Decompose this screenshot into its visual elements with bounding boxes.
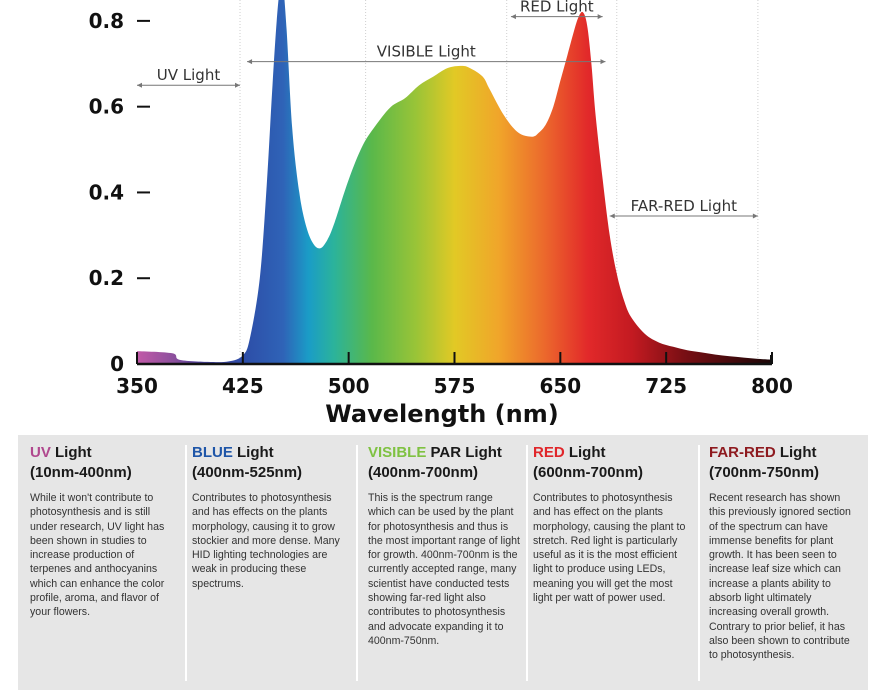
far-red-color-word: FAR-RED	[709, 444, 776, 461]
x-tick-label: 650	[539, 374, 581, 398]
far-red-column: FAR-RED Light (700nm-750nm) Recent resear…	[709, 443, 861, 683]
uv-column: UV Light (10nm-400nm) While it won't cont…	[30, 443, 184, 683]
far-red-range: (700nm-750nm)	[709, 464, 820, 481]
far-red-description: Recent research has shown this previousl…	[709, 492, 851, 662]
red-column: RED Light (600nm-700nm) Contributes to ph…	[533, 443, 697, 683]
info-panel: UV Light (10nm-400nm) While it won't cont…	[18, 435, 868, 690]
annotation-arrow-right	[597, 14, 603, 20]
y-tick-label: 0.2	[89, 266, 124, 290]
x-tick-label: 575	[434, 374, 476, 398]
blue-range: (400nm-525nm)	[192, 464, 303, 481]
y-axis-ticks: 0 0.2 0.4 0.6 0.8	[89, 9, 150, 376]
visible-column: VISIBLE PAR Light (400nm-700nm) This is t…	[368, 443, 526, 683]
y-tick-label: 0.6	[89, 95, 124, 119]
y-tick-label: 0.4	[89, 180, 124, 204]
annotation-arrow-left	[609, 213, 615, 219]
red-color-word: RED	[533, 444, 565, 461]
visible-color-word: VISIBLE	[368, 444, 427, 461]
uv-description: While it won't contribute to photosynthe…	[30, 492, 165, 619]
spectrum-area	[137, 0, 772, 364]
y-tick-label: 0.8	[89, 9, 124, 33]
range-annotations: UV Light VISIBLE Light RED Light FAR-RED Li…	[137, 0, 758, 219]
spectrum-chart: 0 0.2 0.4 0.6 0.8 350 425 500 575 650 725 800 UV L…	[89, 0, 793, 428]
annotation-arrow-right	[752, 213, 758, 219]
annotation-label: FAR-RED Light	[631, 197, 738, 215]
far-red-heading: FAR-RED Light (700nm-750nm)	[709, 443, 855, 483]
red-heading: RED Light (600nm-700nm)	[533, 443, 691, 483]
column-divider	[526, 445, 528, 681]
column-divider	[356, 445, 358, 681]
annotation-label: VISIBLE Light	[377, 43, 476, 61]
visible-heading: VISIBLE PAR Light (400nm-700nm)	[368, 443, 520, 483]
uv-heading: UV Light (10nm-400nm)	[30, 443, 178, 483]
blue-heading: BLUE Light (400nm-525nm)	[192, 443, 352, 483]
x-tick-label: 800	[751, 374, 793, 398]
blue-color-word: BLUE	[192, 444, 233, 461]
annotation-arrow-left	[510, 14, 516, 20]
y-tick-label: 0	[110, 352, 124, 376]
uv-range: (10nm-400nm)	[30, 464, 132, 481]
annotation-arrow-right	[600, 59, 606, 65]
red-range: (600nm-700nm)	[533, 464, 644, 481]
x-axis-label: Wavelength (nm)	[325, 400, 558, 428]
column-divider	[185, 445, 187, 681]
annotation-label: UV Light	[157, 66, 221, 84]
x-tick-label: 425	[222, 374, 264, 398]
x-axis-ticks: 350 425 500 575 650 725 800	[116, 352, 793, 398]
blue-column: BLUE Light (400nm-525nm) Contributes to p…	[192, 443, 358, 683]
x-tick-label: 350	[116, 374, 158, 398]
annotation-arrow-left	[137, 82, 142, 88]
x-tick-label: 500	[328, 374, 370, 398]
red-description: Contributes to photosynthesis and has ef…	[533, 492, 686, 605]
annotation-arrow-left	[247, 59, 253, 65]
annotation-arrow-right	[235, 82, 241, 88]
x-tick-label: 725	[645, 374, 687, 398]
visible-description: This is the spectrum range which can be …	[368, 492, 520, 647]
uv-color-word: UV	[30, 444, 51, 461]
column-divider	[698, 445, 700, 681]
blue-description: Contributes to photosynthesis and has ef…	[192, 492, 340, 590]
annotation-label: RED Light	[520, 0, 594, 16]
visible-range: (400nm-700nm)	[368, 464, 479, 481]
